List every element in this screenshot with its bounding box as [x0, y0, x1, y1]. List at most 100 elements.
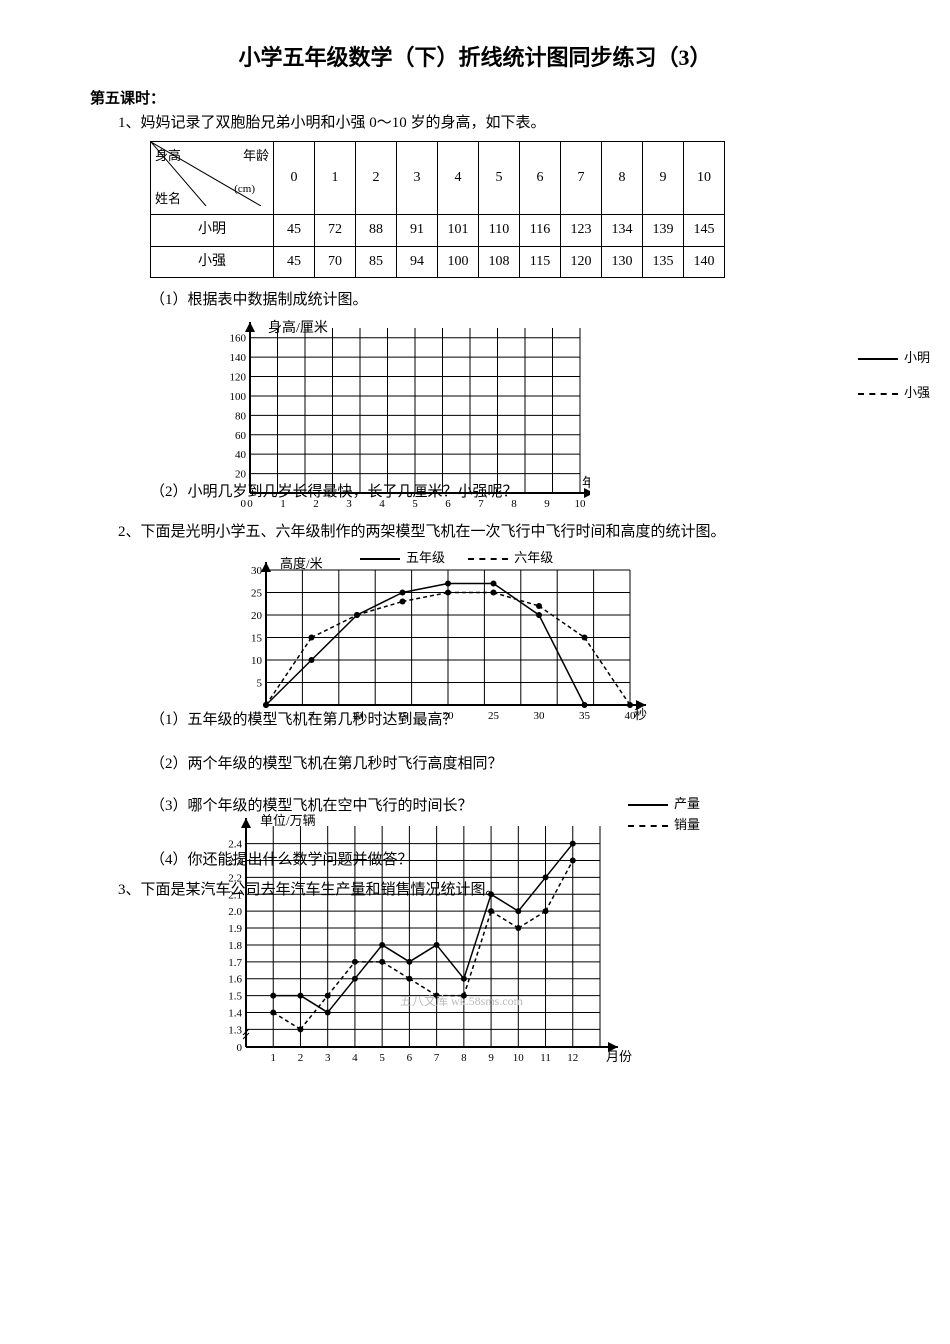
- table-cell: 72: [315, 215, 356, 246]
- svg-text:月份: 月份: [606, 1049, 632, 1064]
- svg-text:20: 20: [251, 610, 263, 622]
- svg-text:9: 9: [488, 1052, 494, 1064]
- table-cell: 4: [438, 142, 479, 215]
- hdr-unit: (cm): [234, 181, 255, 199]
- legend-dash-icon: [858, 393, 898, 395]
- hdr-bottomleft: 姓名: [155, 189, 181, 210]
- svg-text:身高/厘米: 身高/厘米: [268, 319, 328, 336]
- legend-solid-icon: [858, 358, 898, 360]
- legend-label: 小明: [904, 350, 930, 365]
- table-cell: 116: [520, 215, 561, 246]
- table-cell: 45: [274, 246, 315, 277]
- svg-text:15: 15: [251, 632, 263, 644]
- hdr-topleft: 身高: [155, 146, 181, 167]
- table-cell: 123: [561, 215, 602, 246]
- svg-text:0: 0: [237, 1042, 243, 1054]
- section-label: 第五课时：: [90, 87, 860, 111]
- table-cell: 6: [520, 142, 561, 215]
- svg-text:1.9: 1.9: [228, 923, 242, 935]
- table-cell: 139: [643, 215, 684, 246]
- table-cell: 10: [684, 142, 725, 215]
- table-cell: 100: [438, 246, 479, 277]
- svg-text:10: 10: [251, 655, 263, 667]
- svg-text:160: 160: [230, 333, 247, 345]
- legend-label: 五年级: [406, 550, 445, 565]
- svg-text:3: 3: [325, 1052, 331, 1064]
- legend-label: 六年级: [514, 550, 553, 565]
- svg-text:80: 80: [235, 410, 247, 422]
- svg-text:1.3: 1.3: [228, 1024, 242, 1036]
- table-cell: 1: [315, 142, 356, 215]
- row-name: 小明: [151, 215, 274, 246]
- table-cell: 45: [274, 215, 315, 246]
- svg-text:1.7: 1.7: [228, 957, 242, 969]
- svg-text:2: 2: [298, 1052, 304, 1064]
- table-cell: 140: [684, 246, 725, 277]
- q1-sub2: （2）小明几岁到几岁长得最快，长了几厘米？小强呢？: [150, 480, 860, 504]
- svg-text:5: 5: [379, 1052, 385, 1064]
- svg-text:12: 12: [567, 1052, 578, 1064]
- svg-text:1.6: 1.6: [228, 974, 242, 986]
- table-cell: 7: [561, 142, 602, 215]
- svg-text:140: 140: [230, 352, 247, 364]
- table-cell: 130: [602, 246, 643, 277]
- table-cell: 135: [643, 246, 684, 277]
- q2-sub2: （2）两个年级的模型飞机在第几秒时飞行高度相同？: [150, 752, 860, 776]
- legend-label: 小强: [904, 385, 930, 400]
- legend-solid-icon: [360, 558, 400, 560]
- page-title: 小学五年级数学（下）折线统计图同步练习（3）: [90, 40, 860, 75]
- table-cell: 145: [684, 215, 725, 246]
- height-table: 身高 年龄 姓名 (cm) 0 1 2 3 4 5 6 7 8 9 10 小明 …: [150, 141, 725, 278]
- table-cell: 134: [602, 215, 643, 246]
- legend-label: 产量: [674, 796, 700, 811]
- svg-text:8: 8: [461, 1052, 467, 1064]
- chart2-legend: 五年级 六年级: [360, 548, 553, 569]
- row-name: 小强: [151, 246, 274, 277]
- table-cell: 3: [397, 142, 438, 215]
- table-cell: 120: [561, 246, 602, 277]
- svg-text:2.0: 2.0: [228, 906, 242, 918]
- svg-text:1.4: 1.4: [228, 1007, 242, 1019]
- svg-text:7: 7: [434, 1052, 440, 1064]
- legend-dash-icon: [468, 558, 508, 560]
- table-cell: 70: [315, 246, 356, 277]
- table-cell: 5: [479, 142, 520, 215]
- q1-lead: 1、妈妈记录了双胞胎兄弟小明和小强 0～10 岁的身高，如下表。: [118, 111, 860, 135]
- svg-text:10: 10: [513, 1052, 525, 1064]
- legend-solid-icon: [628, 804, 668, 806]
- watermark-text: 五八文库 wk.58sms.com: [400, 992, 523, 1011]
- table-cell: 91: [397, 215, 438, 246]
- svg-text:单位/万辆: 单位/万辆: [260, 813, 316, 828]
- table-diag-header: 身高 年龄 姓名 (cm): [151, 142, 274, 215]
- svg-text:11: 11: [540, 1052, 551, 1064]
- svg-text:4: 4: [352, 1052, 358, 1064]
- svg-text:40: 40: [235, 449, 247, 461]
- table-cell: 94: [397, 246, 438, 277]
- svg-text:1: 1: [270, 1052, 276, 1064]
- chart3-wrap: 1.31.41.51.61.71.81.92.02.12.22.32.40123…: [200, 812, 860, 1082]
- q2-sub4: （4）你还能提出什么数学问题并做答？: [150, 848, 413, 872]
- chart1-legend: 小明 小强: [858, 348, 930, 404]
- svg-text:30: 30: [251, 565, 263, 577]
- table-cell: 110: [479, 215, 520, 246]
- table-cell: 85: [356, 246, 397, 277]
- svg-text:6: 6: [407, 1052, 413, 1064]
- table-cell: 101: [438, 215, 479, 246]
- q1-sub1: （1）根据表中数据制成统计图。: [150, 288, 860, 312]
- table-cell: 2: [356, 142, 397, 215]
- svg-text:60: 60: [235, 430, 247, 442]
- svg-text:1.5: 1.5: [228, 991, 242, 1003]
- svg-text:120: 120: [230, 371, 247, 383]
- table-cell: 88: [356, 215, 397, 246]
- table-cell: 8: [602, 142, 643, 215]
- q2-sub1: （1）五年级的模型飞机在第几秒时达到最高？: [150, 708, 860, 732]
- hdr-topright: 年龄: [243, 146, 269, 167]
- table-cell: 108: [479, 246, 520, 277]
- svg-text:25: 25: [251, 587, 263, 599]
- svg-text:5: 5: [257, 677, 263, 689]
- q3-lead: 3、下面是某汽车公司去年汽车生产量和销售情况统计图。: [118, 878, 501, 902]
- table-cell: 115: [520, 246, 561, 277]
- svg-text:1.8: 1.8: [228, 940, 242, 952]
- table-cell: 9: [643, 142, 684, 215]
- svg-text:20: 20: [235, 469, 247, 481]
